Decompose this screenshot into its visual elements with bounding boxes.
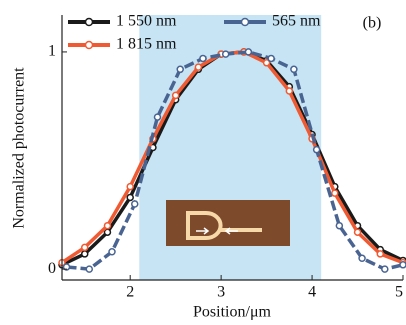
- data-point: [221, 50, 230, 58]
- legend-marker: [84, 17, 94, 27]
- y-tick-label: 0: [48, 260, 56, 277]
- data-point: [262, 59, 271, 67]
- data-point: [126, 193, 134, 202]
- data-point: [335, 221, 344, 230]
- data-point: [399, 261, 406, 269]
- data-point: [267, 54, 275, 63]
- data-point: [312, 145, 321, 154]
- series-line: [66, 50, 404, 271]
- data-point: [285, 87, 294, 95]
- data-point: [126, 182, 134, 191]
- x-tick-label: 4: [308, 284, 316, 301]
- inset-frame: [166, 200, 290, 246]
- inset-image: [166, 200, 290, 246]
- data-point: [80, 243, 89, 252]
- data-point: [244, 48, 253, 56]
- data-point: [381, 265, 389, 273]
- y-axis-label: Normalized photocurrent: [11, 67, 28, 229]
- x-tick-label: 3: [217, 284, 225, 301]
- plot-lines: [58, 48, 406, 273]
- data-point: [376, 250, 385, 258]
- x-axis-label: Position/μm: [193, 304, 271, 321]
- inset-arrows: [196, 227, 238, 235]
- legend-label: 1 550 nm: [116, 13, 177, 30]
- x-tick-label: 5: [395, 284, 403, 301]
- x-tick-label: 2: [126, 284, 134, 301]
- y-tick-label: 1: [48, 43, 56, 60]
- data-point: [290, 65, 298, 74]
- legend-label: 1 815 nm: [116, 36, 177, 53]
- data-point: [331, 189, 339, 197]
- data-point: [153, 113, 162, 121]
- legend-marker: [240, 17, 250, 27]
- data-point: [108, 248, 116, 256]
- data-point: [130, 200, 139, 208]
- data-point: [85, 265, 94, 273]
- panel-label: (b): [363, 15, 382, 32]
- data-point: [353, 228, 362, 236]
- data-point: [171, 91, 180, 100]
- data-point: [80, 250, 89, 258]
- data-point: [194, 63, 203, 71]
- legend-label: 565 nm: [272, 13, 321, 30]
- data-point: [62, 263, 71, 271]
- data-point: [358, 254, 366, 263]
- legend-marker: [84, 40, 94, 50]
- data-point: [199, 54, 207, 63]
- data-point: [176, 65, 184, 74]
- data-point: [103, 221, 112, 230]
